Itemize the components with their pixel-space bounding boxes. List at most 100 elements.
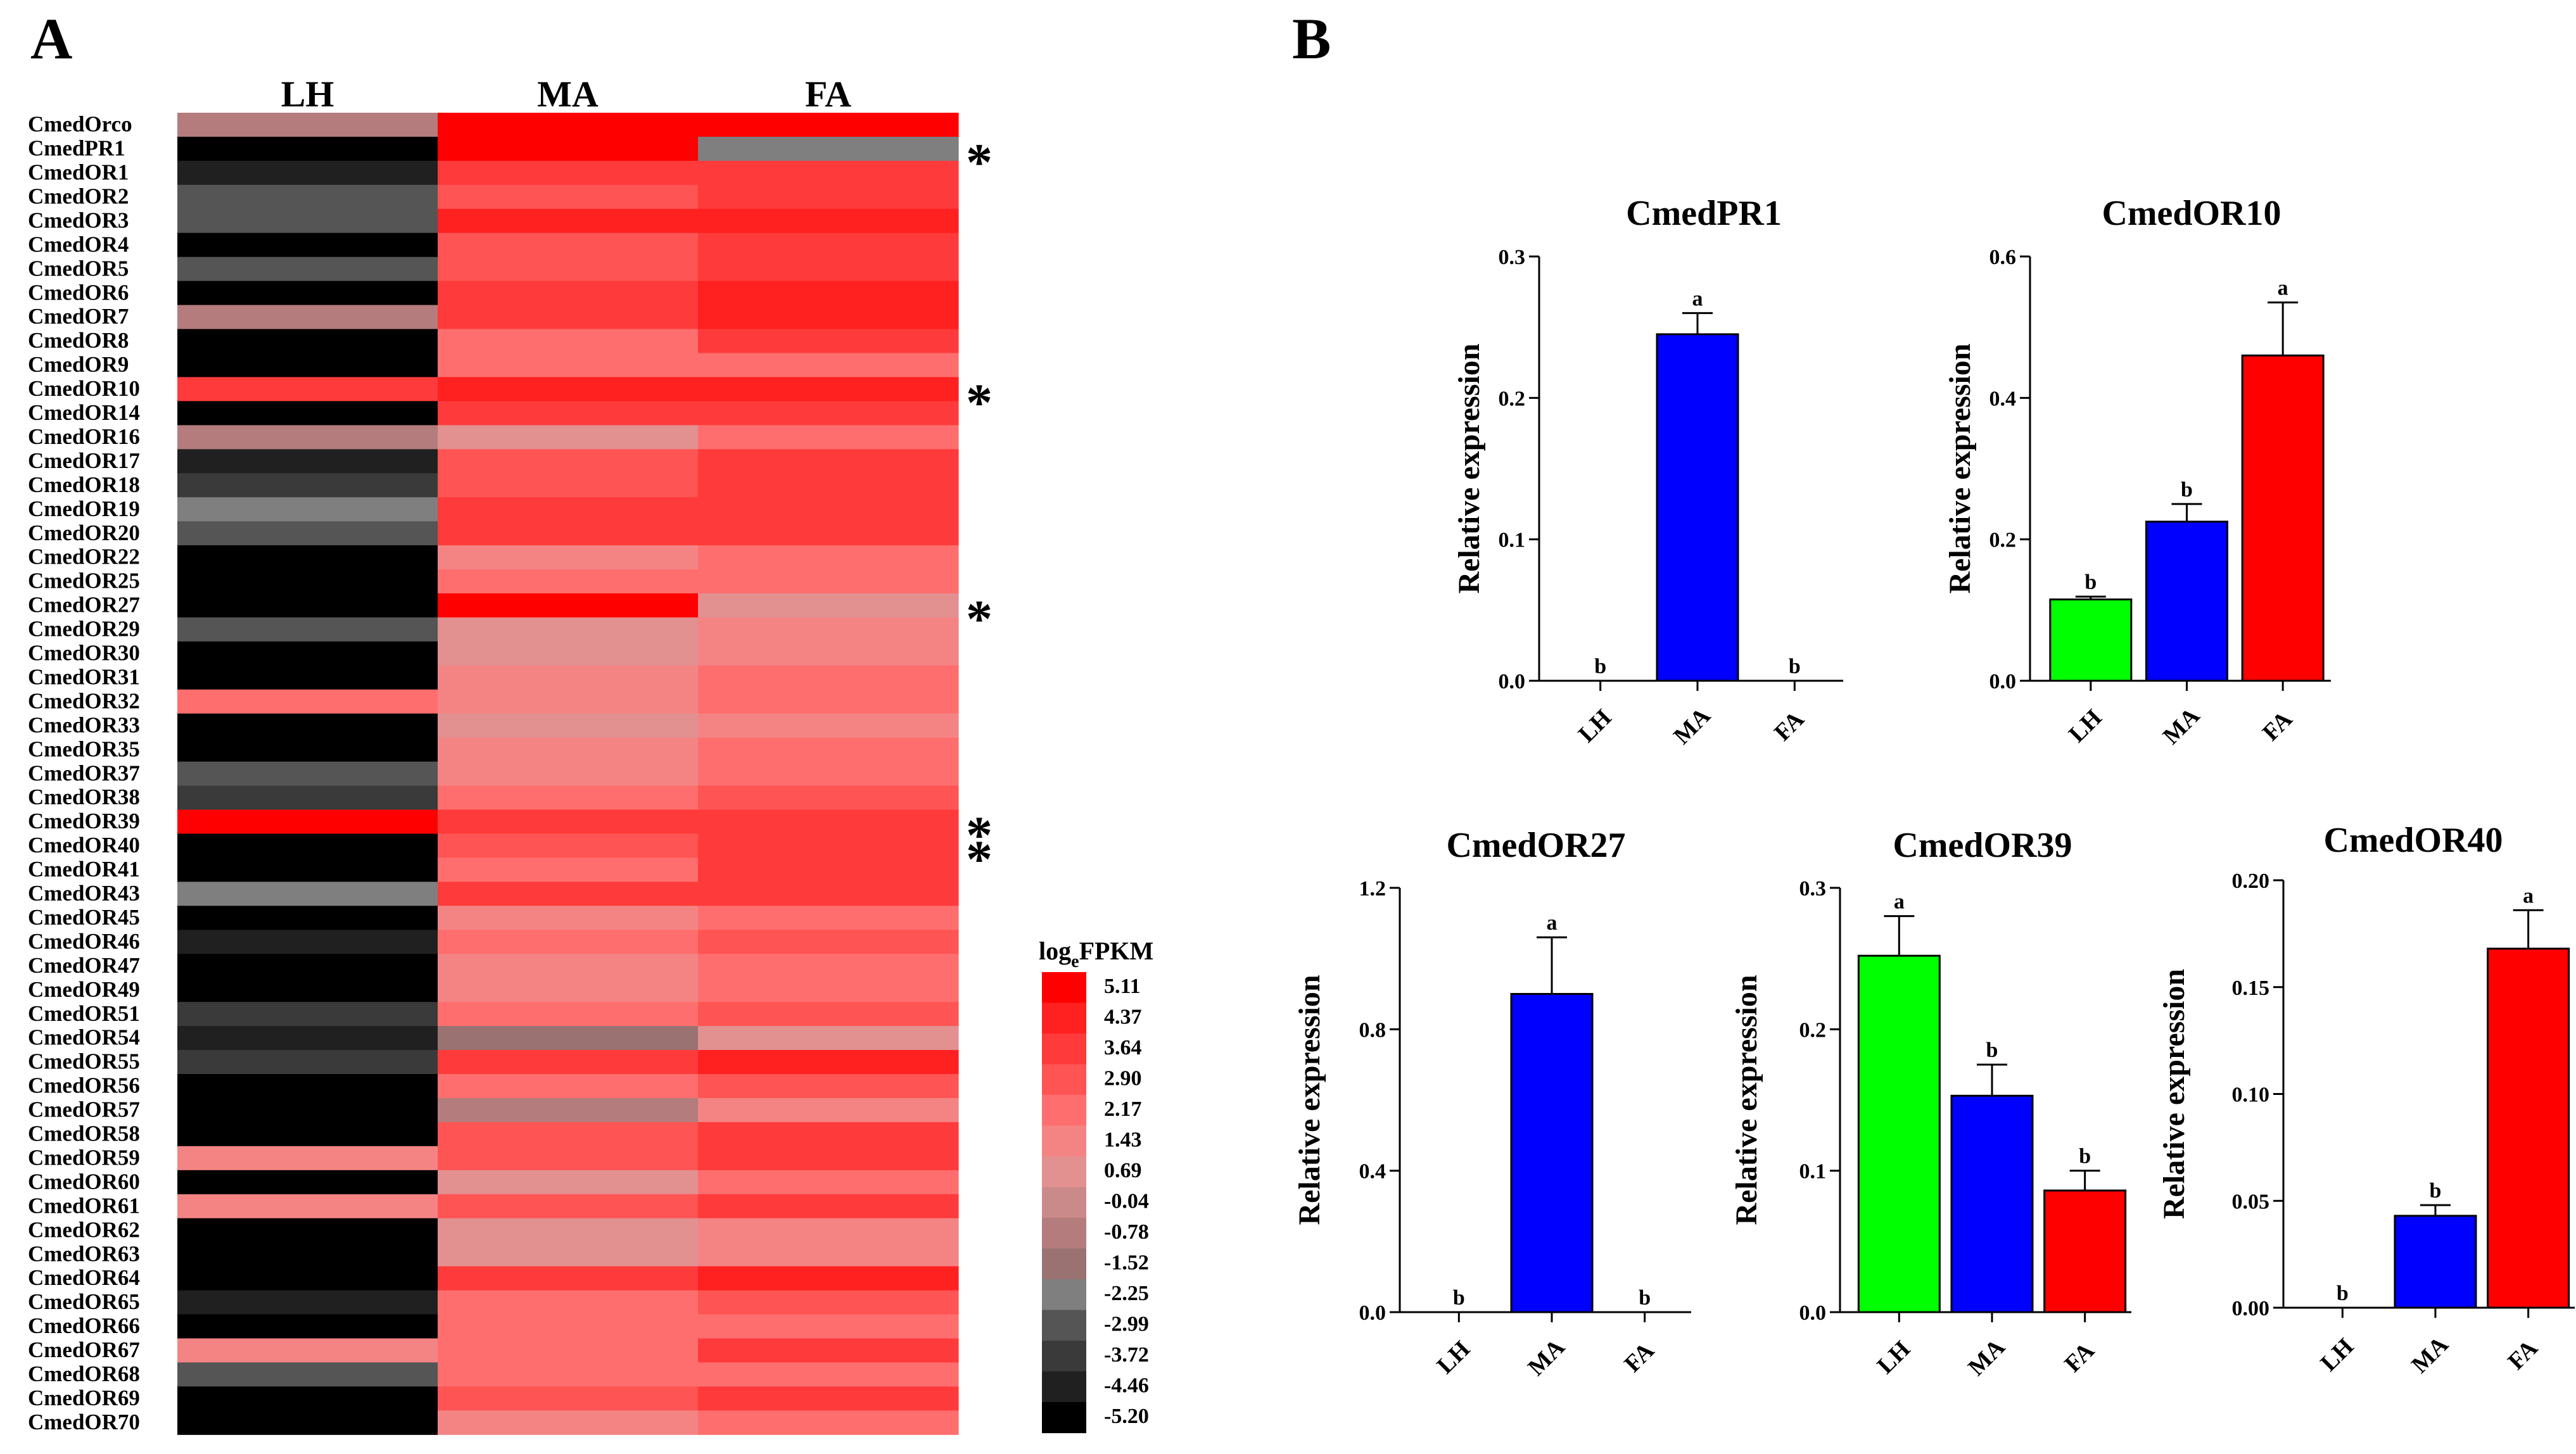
x-tick-label: FA	[2059, 1337, 2100, 1377]
heatmap-cell	[438, 1194, 699, 1219]
heatmap-cell	[698, 978, 959, 1002]
heatmap-cell	[698, 857, 959, 882]
y-tick-label: 0.0	[1989, 670, 2017, 693]
heatmap-gene-label: CmedOR43	[28, 881, 140, 906]
heatmap-gene-label: CmedOR20	[28, 521, 140, 545]
heatmap-cell	[438, 1314, 699, 1339]
heatmap-gene-label: CmedOR62	[28, 1217, 140, 1242]
legend-label: 1.43	[1104, 1128, 1142, 1151]
y-axis-label: Relative expression	[1730, 975, 1763, 1225]
heatmap-cell	[698, 1026, 959, 1051]
panel-label-b: B	[1292, 6, 1331, 71]
heatmap-cell	[438, 1026, 699, 1051]
heatmap-cell	[177, 281, 438, 306]
significance-letter: a	[1894, 890, 1905, 914]
y-axis-label: Relative expression	[1293, 975, 1326, 1225]
heatmap-cell	[177, 1074, 438, 1099]
legend-swatch	[1042, 1371, 1086, 1403]
heatmap-cell	[177, 713, 438, 738]
heatmap-cell	[698, 353, 959, 378]
y-tick-label: 0.20	[2232, 869, 2270, 893]
heatmap-gene-label: CmedOR31	[28, 664, 140, 689]
heatmap-cell	[177, 1146, 438, 1171]
y-tick-label: 0.4	[1359, 1160, 1386, 1184]
heatmap-gene-label: CmedOR51	[28, 1001, 140, 1026]
heatmap-cell	[438, 665, 699, 690]
significance-letter: b	[1986, 1039, 1998, 1062]
heatmap-cell	[177, 1122, 438, 1147]
significance-letter: b	[1594, 655, 1606, 678]
heatmap-cell	[438, 785, 699, 811]
x-tick-label: MA	[2158, 702, 2205, 750]
heatmap-cell	[177, 569, 438, 594]
heatmap-cell	[438, 113, 699, 137]
heatmap-cell	[438, 978, 699, 1002]
heatmap-cell	[698, 1290, 959, 1315]
heatmap-cell	[438, 184, 699, 210]
heatmap-gene-label: CmedOR70	[28, 1410, 140, 1434]
heatmap-gene-label: CmedOR27	[28, 593, 140, 617]
heatmap-cell	[698, 1097, 959, 1123]
heatmap-cell	[698, 689, 959, 714]
heatmap-cell	[438, 1338, 699, 1363]
heatmap-cell	[698, 232, 959, 258]
heatmap-cell	[438, 689, 699, 714]
significance-letter: b	[2430, 1179, 2442, 1203]
heatmap-gene-label: CmedOR25	[28, 569, 140, 593]
heatmap-gene-label: CmedOR65	[28, 1289, 140, 1314]
heatmap-cell	[438, 1170, 699, 1195]
bar	[2487, 947, 2570, 1309]
heatmap-cell	[177, 833, 438, 859]
legend-swatch	[1042, 1248, 1086, 1280]
significance-letter: b	[2337, 1282, 2349, 1305]
heatmap-cell	[177, 113, 438, 137]
heatmap-gene-label: CmedOR64	[28, 1265, 140, 1290]
heatmap-gene-label: CmedOR14	[28, 400, 140, 425]
heatmap-gene-label: CmedOR67	[28, 1337, 140, 1362]
heatmap-cell	[177, 1194, 438, 1219]
heatmap-cell	[698, 208, 959, 234]
legend-swatch	[1042, 1064, 1086, 1096]
bar	[2145, 521, 2228, 682]
heatmap-cell	[438, 857, 699, 882]
bar-chart-cmedor39: CmedOR39 a LH b MA b FA 0.0 0.1 0.2 0.3 Relative ex…	[1730, 826, 2131, 1381]
heatmap-gene-label: CmedOR57	[28, 1097, 140, 1122]
legend-title: logeFPKM	[1039, 937, 1153, 971]
heatmap-cell	[438, 641, 699, 666]
heatmap-cell	[177, 1050, 438, 1075]
significance-letter: b	[1789, 655, 1801, 678]
heatmap-cell	[438, 1362, 699, 1387]
bar	[2049, 598, 2133, 682]
y-tick-label: 0.0	[1499, 670, 1526, 693]
bar	[1857, 954, 1941, 1313]
heatmap-cell	[438, 569, 699, 594]
x-tick-label: MA	[1668, 702, 1716, 750]
heatmap-cell	[438, 281, 699, 306]
heatmap-cell	[698, 593, 959, 618]
legend-swatch	[1042, 1125, 1086, 1157]
heatmap-cell	[177, 401, 438, 426]
heatmap-cell	[177, 930, 438, 954]
heatmap-cell	[177, 377, 438, 401]
heatmap-cell	[438, 1242, 699, 1267]
heatmap-cell	[698, 1266, 959, 1291]
heatmap-cell	[177, 737, 438, 762]
heatmap-gene-label: CmedOR4	[28, 232, 129, 256]
legend-label: -5.20	[1104, 1405, 1149, 1428]
heatmap-cell	[698, 1170, 959, 1195]
heatmap-cell	[698, 497, 959, 522]
bar-chart-cmedor40: CmedOR40 b LH b MA a FA 0.00 0.05 0.10 0.15 0.20 Rel…	[2157, 821, 2575, 1379]
legend-label: 2.17	[1104, 1097, 1142, 1121]
y-axis-label: Relative expression	[1452, 343, 1486, 593]
heatmap-cell	[698, 449, 959, 474]
y-tick-label: 0.3	[1799, 877, 1827, 901]
heatmap-cell	[438, 1074, 699, 1099]
heatmap-cell	[177, 1266, 438, 1291]
heatmap-gene-label: CmedOR69	[28, 1386, 140, 1410]
heatmap-cell	[438, 833, 699, 859]
significance-star: *	[966, 133, 993, 192]
heatmap-gene-label: CmedOR37	[28, 761, 140, 785]
heatmap-cell	[438, 954, 699, 978]
heatmap-gene-label: CmedOR60	[28, 1169, 140, 1194]
heatmap-gene-label: CmedPR1	[28, 136, 125, 161]
